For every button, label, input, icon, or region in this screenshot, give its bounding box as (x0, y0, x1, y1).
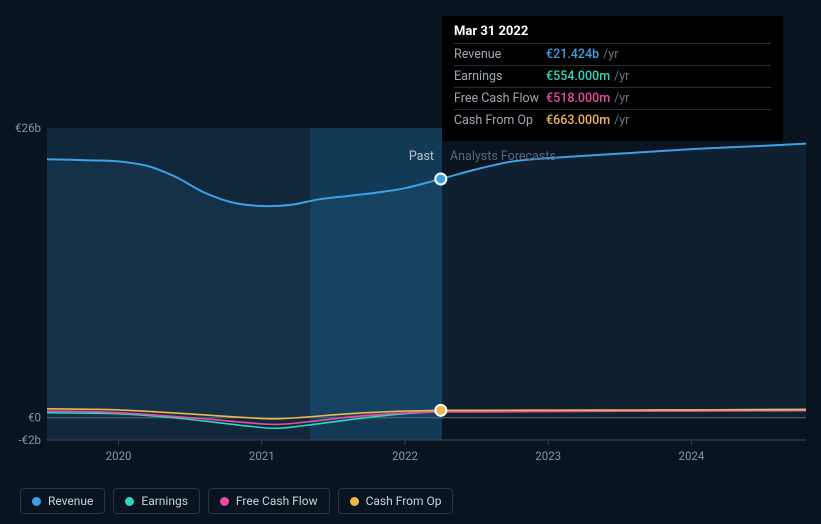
tooltip-row: Revenue€21.424b/yr (454, 43, 771, 65)
y-axis-label: €0 (28, 411, 41, 425)
tooltip-row-value: €663.000m (546, 113, 610, 128)
tooltip-row-unit: /yr (603, 47, 618, 62)
legend-item-label: Cash From Op (366, 494, 442, 508)
tooltip-row-label: Free Cash Flow (454, 91, 546, 106)
legend-dot-icon (32, 497, 41, 506)
forecast-label: Analysts Forecasts (450, 149, 556, 164)
legend-item-label: Earnings (141, 494, 188, 508)
tooltip-row-value: €21.424b (546, 47, 599, 62)
tooltip-row: Earnings€554.000m/yr (454, 65, 771, 87)
x-axis-label: 2024 (679, 449, 705, 463)
y-axis-label: €26b (15, 121, 41, 135)
chart-marker-revenue (435, 173, 446, 184)
tooltip-row-value: €554.000m (546, 69, 610, 84)
y-axis-label: -€2b (18, 433, 41, 447)
past-label: Past (409, 149, 434, 164)
tooltip-row-label: Revenue (454, 47, 546, 62)
x-axis-label: 2023 (535, 449, 561, 463)
tooltip-row-unit: /yr (614, 91, 629, 106)
legend-dot-icon (350, 497, 359, 506)
series-area-revenue (47, 144, 806, 418)
legend-item-label: Free Cash Flow (236, 494, 318, 508)
legend-item-revenue[interactable]: Revenue (20, 488, 105, 514)
x-axis-label: 2022 (392, 449, 418, 463)
chart-legend: Revenue Earnings Free Cash Flow Cash From O… (20, 488, 453, 514)
legend-dot-icon (220, 497, 229, 506)
tooltip-row-value: €518.000m (546, 91, 610, 106)
x-axis-label: 2020 (106, 449, 132, 463)
legend-item-cfo[interactable]: Cash From Op (338, 488, 454, 514)
tooltip-row-unit: /yr (614, 69, 629, 84)
legend-item-label: Revenue (48, 494, 93, 508)
tooltip-row-label: Earnings (454, 69, 546, 84)
tooltip-row-unit: /yr (614, 113, 629, 128)
tooltip-row: Cash From Op€663.000m/yr (454, 109, 771, 131)
legend-dot-icon (125, 497, 134, 506)
chart-marker-cfo (435, 405, 446, 416)
legend-item-fcf[interactable]: Free Cash Flow (208, 488, 330, 514)
chart-tooltip: Mar 31 2022 Revenue€21.424b/yrEarnings€5… (442, 16, 783, 141)
x-axis-label: 2021 (249, 449, 275, 463)
tooltip-title: Mar 31 2022 (454, 24, 771, 39)
tooltip-row: Free Cash Flow€518.000m/yr (454, 87, 771, 109)
tooltip-row-label: Cash From Op (454, 113, 546, 128)
legend-item-earnings[interactable]: Earnings (113, 488, 200, 514)
